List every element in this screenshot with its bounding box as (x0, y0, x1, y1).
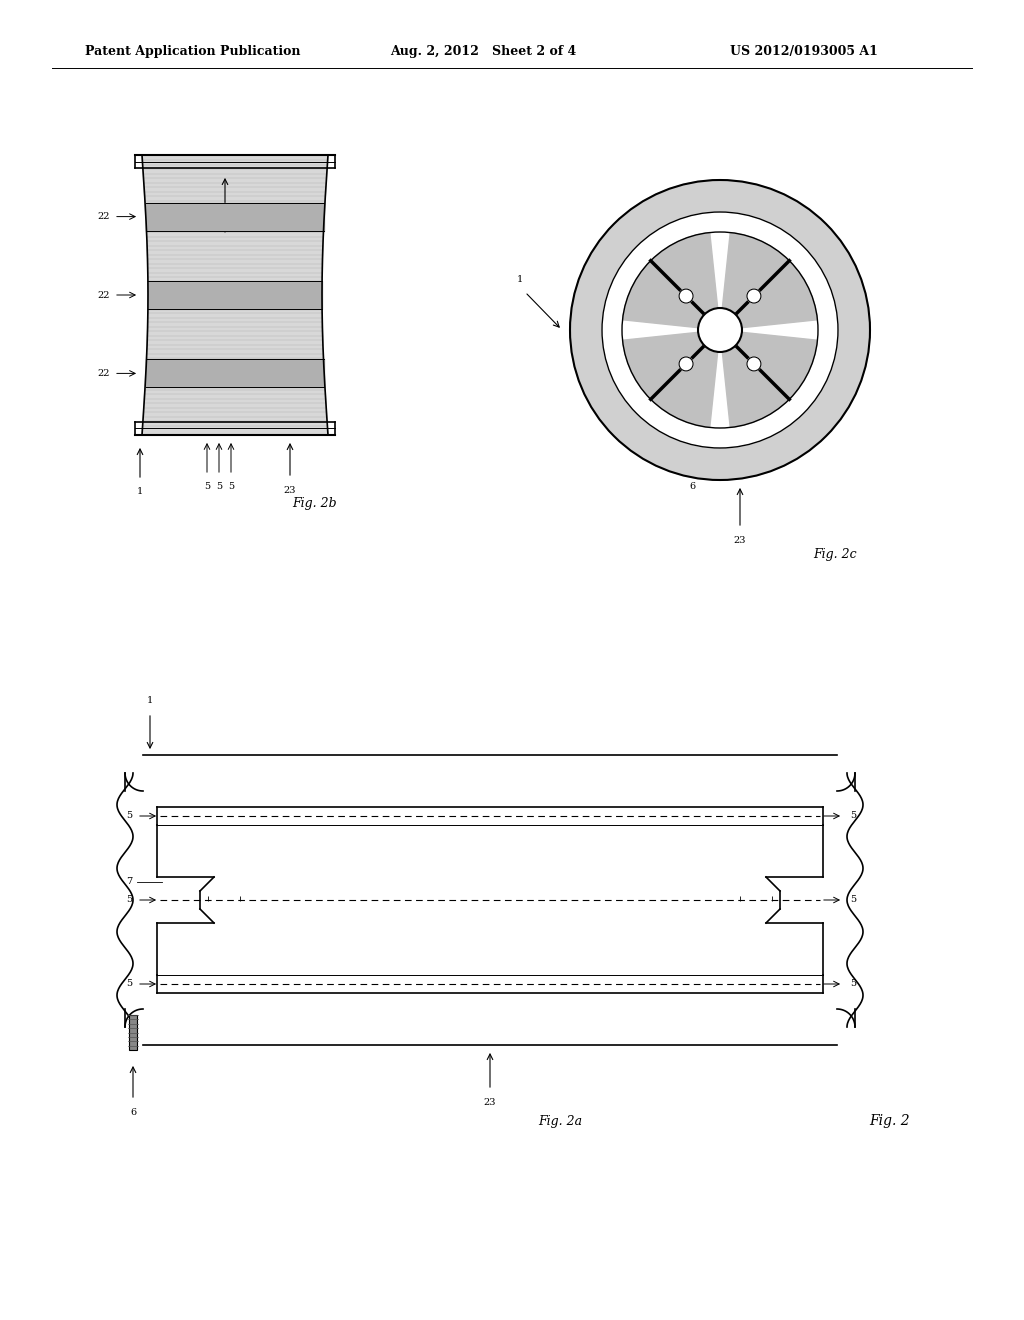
Polygon shape (720, 330, 817, 428)
Text: 22: 22 (97, 290, 110, 300)
Circle shape (698, 308, 742, 352)
Text: 22: 22 (97, 213, 110, 220)
Text: 6: 6 (130, 1107, 136, 1117)
Text: 23: 23 (284, 486, 296, 495)
Polygon shape (623, 232, 720, 330)
Polygon shape (148, 281, 322, 309)
Polygon shape (720, 232, 817, 330)
Text: 1: 1 (137, 487, 143, 496)
Text: Fig. 2b: Fig. 2b (293, 498, 337, 510)
Text: Fig. 2c: Fig. 2c (813, 548, 857, 561)
Circle shape (622, 232, 818, 428)
Text: 5: 5 (126, 979, 132, 989)
Text: Fig. 2a: Fig. 2a (538, 1115, 582, 1129)
Polygon shape (145, 202, 325, 231)
Text: 23: 23 (483, 1098, 497, 1107)
Text: 5: 5 (850, 979, 856, 989)
Polygon shape (142, 154, 328, 436)
Text: 5: 5 (216, 482, 222, 491)
Text: Fig. 2: Fig. 2 (869, 1114, 910, 1129)
Circle shape (602, 213, 838, 447)
Text: US 2012/0193005 A1: US 2012/0193005 A1 (730, 45, 878, 58)
Text: 5: 5 (850, 812, 856, 821)
Text: 1: 1 (146, 696, 154, 705)
Circle shape (679, 356, 693, 371)
Text: 5: 5 (850, 895, 856, 904)
Circle shape (679, 289, 693, 304)
Text: 7: 7 (126, 878, 132, 887)
Circle shape (570, 180, 870, 480)
Text: 6: 6 (689, 482, 695, 491)
Circle shape (746, 356, 761, 371)
Text: 1: 1 (517, 275, 523, 284)
Text: 5: 5 (204, 482, 210, 491)
Text: 5: 5 (126, 895, 132, 904)
Text: 23: 23 (734, 536, 746, 545)
Text: 5: 5 (228, 482, 234, 491)
Polygon shape (145, 359, 325, 387)
Text: 5: 5 (126, 812, 132, 821)
Polygon shape (623, 330, 720, 428)
Text: 22: 22 (97, 368, 110, 378)
Polygon shape (570, 180, 870, 480)
Circle shape (746, 289, 761, 304)
Text: Patent Application Publication: Patent Application Publication (85, 45, 300, 58)
Bar (129, 1015, 137, 1049)
Text: Aug. 2, 2012   Sheet 2 of 4: Aug. 2, 2012 Sheet 2 of 4 (390, 45, 577, 58)
